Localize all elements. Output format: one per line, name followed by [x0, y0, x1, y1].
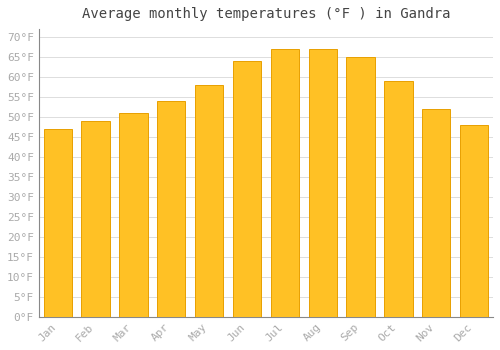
- Bar: [384, 81, 412, 317]
- Bar: [119, 113, 148, 317]
- Bar: [195, 85, 224, 317]
- Bar: [233, 61, 261, 317]
- Bar: [346, 57, 375, 317]
- Bar: [44, 129, 72, 317]
- Bar: [157, 101, 186, 317]
- Bar: [82, 121, 110, 317]
- Bar: [460, 125, 488, 317]
- Bar: [308, 49, 337, 317]
- Bar: [422, 109, 450, 317]
- Bar: [270, 49, 299, 317]
- Title: Average monthly temperatures (°F ) in Gandra: Average monthly temperatures (°F ) in Ga…: [82, 7, 450, 21]
